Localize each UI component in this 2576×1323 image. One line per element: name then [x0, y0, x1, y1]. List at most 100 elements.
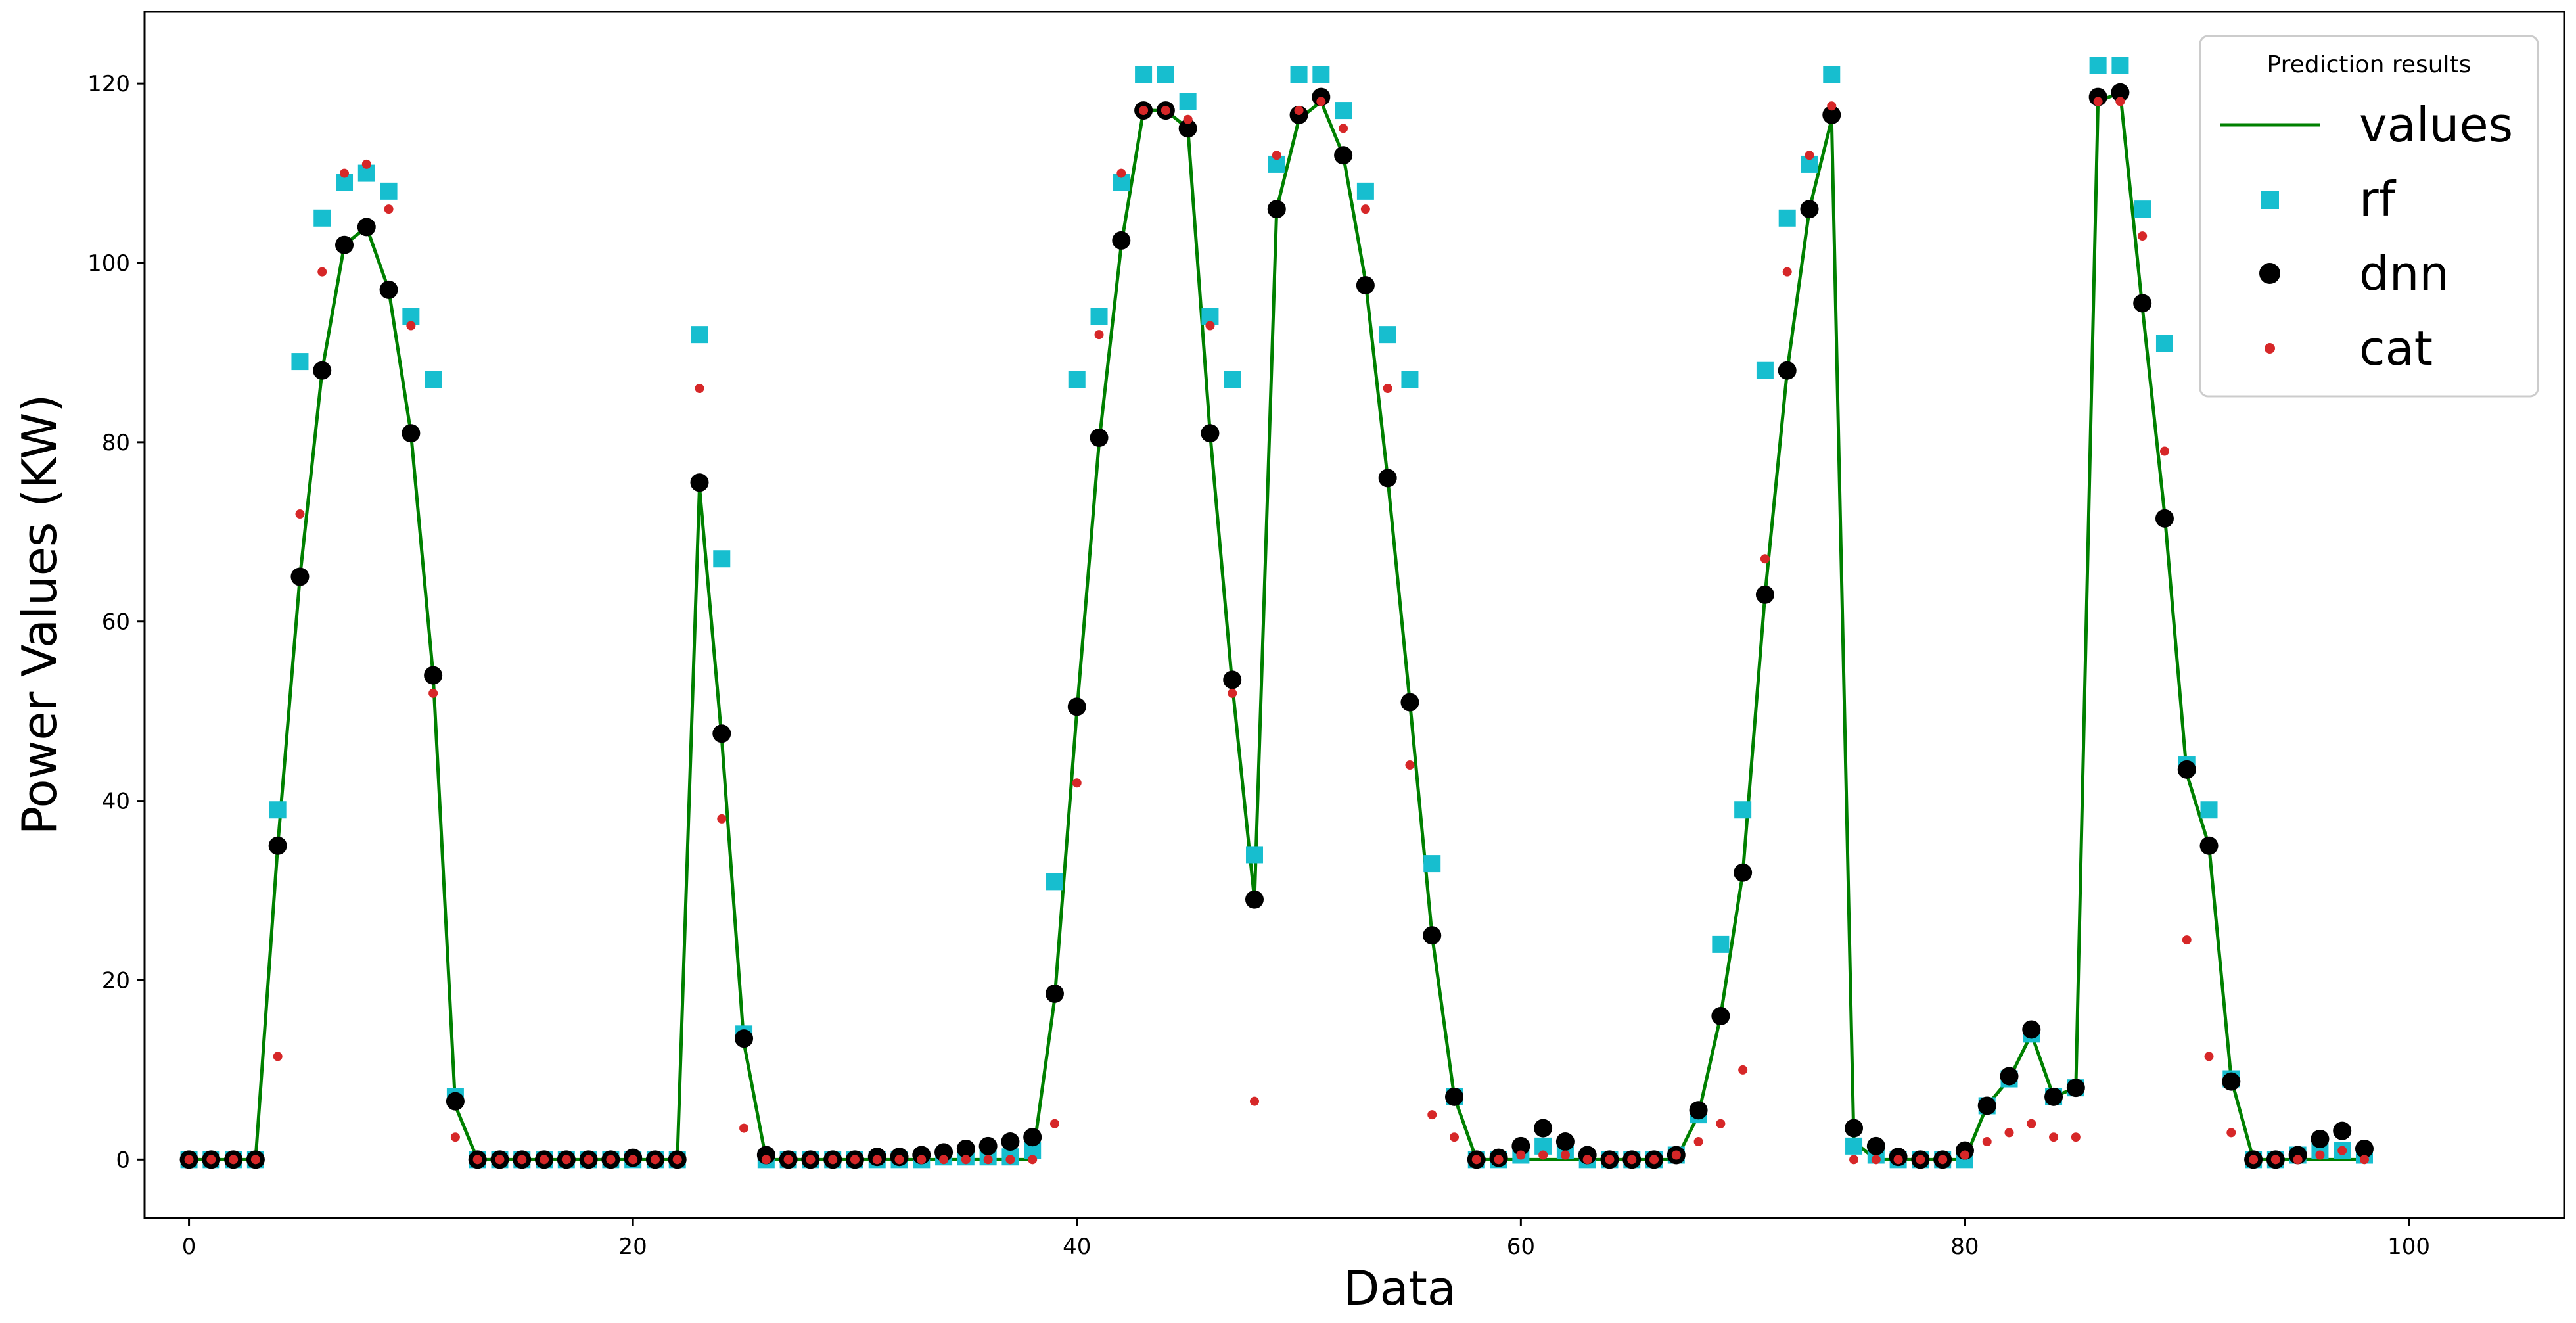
point-cat	[1716, 1119, 1726, 1128]
y-axis-label: Power Values (KW)	[12, 394, 67, 835]
legend-title: Prediction results	[2267, 51, 2472, 78]
point-cat	[1005, 1155, 1015, 1165]
point-dnn	[1356, 276, 1375, 295]
point-cat	[495, 1155, 505, 1165]
point-dnn	[1511, 1136, 1530, 1155]
legend-label-cat: cat	[2359, 321, 2433, 376]
y-tick-label: 0	[116, 1147, 130, 1173]
point-cat	[961, 1155, 971, 1165]
point-cat	[761, 1155, 771, 1165]
plot-content	[179, 57, 2374, 1169]
legend-label-rf: rf	[2359, 172, 2397, 227]
point-cat	[1139, 106, 1149, 116]
y-tick-label: 60	[102, 609, 130, 636]
point-rf	[313, 209, 331, 227]
point-cat	[983, 1155, 993, 1165]
point-dnn	[2022, 1020, 2041, 1039]
point-cat	[1383, 384, 1392, 394]
point-cat	[517, 1155, 527, 1165]
point-dnn	[268, 836, 287, 855]
point-cat	[1116, 168, 1126, 178]
point-rf	[2089, 57, 2107, 74]
point-cat	[1893, 1155, 1903, 1165]
point-dnn	[446, 1092, 465, 1111]
point-cat	[1183, 114, 1193, 124]
point-dnn	[1001, 1132, 1020, 1151]
point-rf	[1046, 873, 1063, 891]
point-rf	[1756, 361, 1774, 379]
point-cat	[2359, 1155, 2369, 1165]
point-dnn	[1800, 200, 1819, 219]
point-rf	[1135, 66, 1153, 83]
point-rf	[2155, 335, 2173, 352]
legend-label-dnn: dnn	[2359, 246, 2449, 301]
point-cat	[406, 321, 416, 331]
point-rf	[1845, 1137, 1863, 1155]
point-cat	[1228, 688, 1237, 698]
point-cat	[628, 1155, 638, 1165]
point-cat	[384, 204, 394, 214]
point-rf	[1734, 801, 1752, 819]
point-cat	[1249, 1096, 1259, 1106]
point-cat	[1028, 1155, 1038, 1165]
point-cat	[1805, 151, 1814, 160]
point-rf	[291, 353, 309, 371]
point-dnn	[1112, 231, 1131, 250]
x-tick-label: 60	[1507, 1234, 1535, 1260]
point-cat	[783, 1155, 793, 1165]
legend-swatch-dnn	[2259, 263, 2280, 284]
point-dnn	[1689, 1101, 1708, 1120]
point-dnn	[313, 361, 332, 380]
point-dnn	[1555, 1132, 1575, 1151]
series-dnn	[179, 83, 2374, 1169]
point-rf	[1401, 371, 1419, 388]
point-dnn	[1334, 146, 1353, 165]
point-cat	[872, 1155, 882, 1165]
point-cat	[2270, 1155, 2280, 1165]
point-dnn	[1755, 585, 1774, 604]
y-tick-label: 40	[102, 789, 130, 815]
point-dnn	[335, 235, 354, 254]
legend: Prediction results values rf dnn cat	[2199, 35, 2539, 398]
point-rf	[1157, 66, 1174, 83]
point-cat	[739, 1123, 749, 1133]
point-rf	[1312, 66, 1330, 83]
point-dnn	[2177, 760, 2196, 779]
point-rf	[1179, 93, 1197, 110]
point-cat	[1627, 1155, 1637, 1165]
point-dnn	[290, 567, 310, 586]
point-cat	[1049, 1119, 1059, 1128]
point-cat	[1693, 1137, 1703, 1147]
point-dnn	[956, 1139, 975, 1158]
point-cat	[295, 509, 305, 519]
point-dnn	[934, 1143, 954, 1162]
point-dnn	[1378, 469, 1397, 488]
point-rf	[1423, 855, 1441, 873]
point-cat	[1960, 1150, 1969, 1160]
point-dnn	[2133, 294, 2152, 313]
point-dnn	[2000, 1067, 2019, 1086]
point-cat	[2226, 1128, 2236, 1138]
point-rf	[1712, 935, 1730, 953]
point-dnn	[1711, 1007, 1730, 1026]
point-cat	[340, 168, 350, 178]
point-cat	[2182, 935, 2192, 945]
point-cat	[650, 1155, 660, 1165]
point-cat	[2138, 231, 2148, 241]
point-cat	[1582, 1155, 1592, 1165]
point-dnn	[2111, 83, 2130, 102]
point-cat	[672, 1155, 682, 1165]
point-cat	[1871, 1155, 1881, 1165]
point-rf	[1068, 371, 1086, 388]
point-dnn	[1423, 926, 1442, 945]
point-cat	[584, 1155, 593, 1165]
point-cat	[2049, 1132, 2059, 1142]
point-cat	[1360, 204, 1370, 214]
point-cat	[695, 384, 704, 394]
point-dnn	[690, 473, 709, 492]
point-cat	[1072, 778, 1082, 788]
point-dnn	[1245, 890, 1264, 909]
point-cat	[1782, 267, 1792, 277]
